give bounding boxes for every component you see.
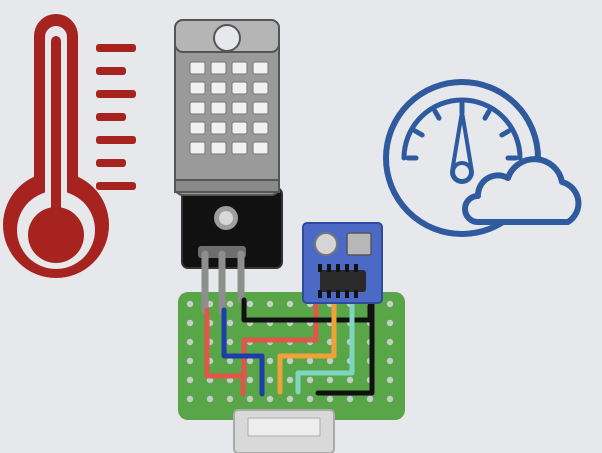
connector-icon: [233, 409, 335, 453]
sensor-grille: [189, 61, 269, 155]
pressure-gauge-cloud-icon: [383, 79, 582, 237]
wires: [201, 250, 375, 397]
thermometer-icon: [3, 14, 136, 278]
temperature-humidity-sensor-icon: [174, 19, 283, 269]
barometric-sensor-module-icon: [302, 222, 383, 304]
